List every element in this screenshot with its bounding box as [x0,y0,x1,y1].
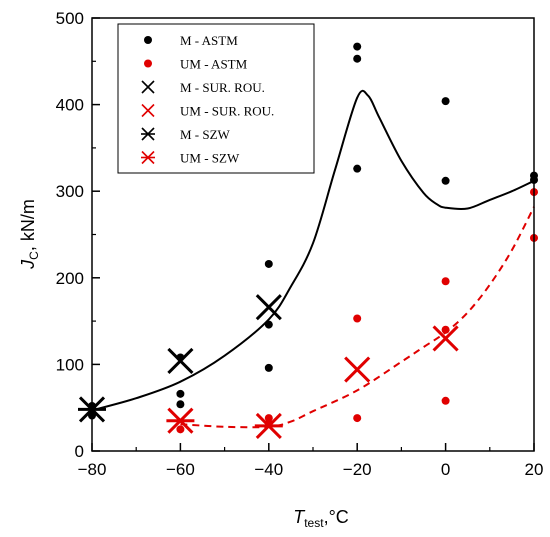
data-point [441,396,450,405]
legend-label: UM - ASTM [180,57,248,72]
x-tick-label: −40 [254,460,283,479]
data-point [353,54,362,63]
x-axis-title-sub: test [304,516,324,530]
x-axis-ticks: −80 −60 −40 −20 0 20 [78,443,544,479]
x-tick-label: −20 [343,460,372,479]
legend-label: M - SZW [180,127,231,142]
legend-marker [141,103,155,118]
x-axis-title-main: T [293,507,306,527]
data-point [441,97,450,106]
legend-marker [141,150,155,165]
data-point [441,176,450,185]
x-tick-label: −80 [78,460,107,479]
legend-marker [144,59,152,68]
data-point [264,320,273,329]
legend-label: M - SUR. ROU. [180,80,265,95]
data-point [441,277,450,286]
data-point [176,425,185,434]
y-tick-label: 300 [56,182,84,201]
x-tick-label: 0 [441,460,450,479]
legend-marker [141,80,155,94]
data-point [176,400,185,409]
data-point [166,407,195,434]
data-point [254,412,283,439]
data-point [344,356,371,383]
data-point [353,42,362,51]
x-axis-title: Ttest,°C [293,507,349,530]
legend-box [117,23,315,174]
y-axis-ticks: 0 100 200 300 400 500 [56,9,100,461]
y-tick-label: 100 [56,355,84,374]
y-axis-title: JC, kN/m [18,199,41,270]
x-tick-label: 20 [525,460,544,479]
data-point [176,389,185,398]
data-point [255,294,282,321]
data-markers [78,42,538,439]
y-axis-title-main: J [18,259,38,270]
y-axis-title-sub: C [27,251,41,260]
legend-label: UM - SZW [180,151,240,166]
fit-curve [91,89,535,412]
legend-marker [141,127,155,141]
data-point [167,347,194,374]
legend-items: M - ASTM UM - ASTM M - SUR. ROU. UM - SUR. … [141,33,274,166]
data-point [353,314,362,323]
legend-label: M - ASTM [180,33,238,48]
x-axis-title-rest: ,°C [324,507,349,527]
legend-marker [144,36,152,44]
data-point [264,363,273,372]
data-point [264,414,273,423]
x-tick-label: −60 [166,460,195,479]
y-tick-label: 0 [75,442,84,461]
data-point [353,164,362,173]
data-point [353,414,362,423]
y-tick-label: 500 [56,9,84,28]
data-point [264,259,273,268]
legend: M - ASTM UM - ASTM M - SUR. ROU. UM - SUR. … [117,23,315,174]
y-tick-label: 400 [56,96,84,115]
legend-label: UM - SUR. ROU. [180,104,274,119]
data-point [432,325,459,352]
y-axis-title-rest: , kN/m [18,199,38,251]
data-point [441,325,450,334]
y-tick-label: 200 [56,269,84,288]
